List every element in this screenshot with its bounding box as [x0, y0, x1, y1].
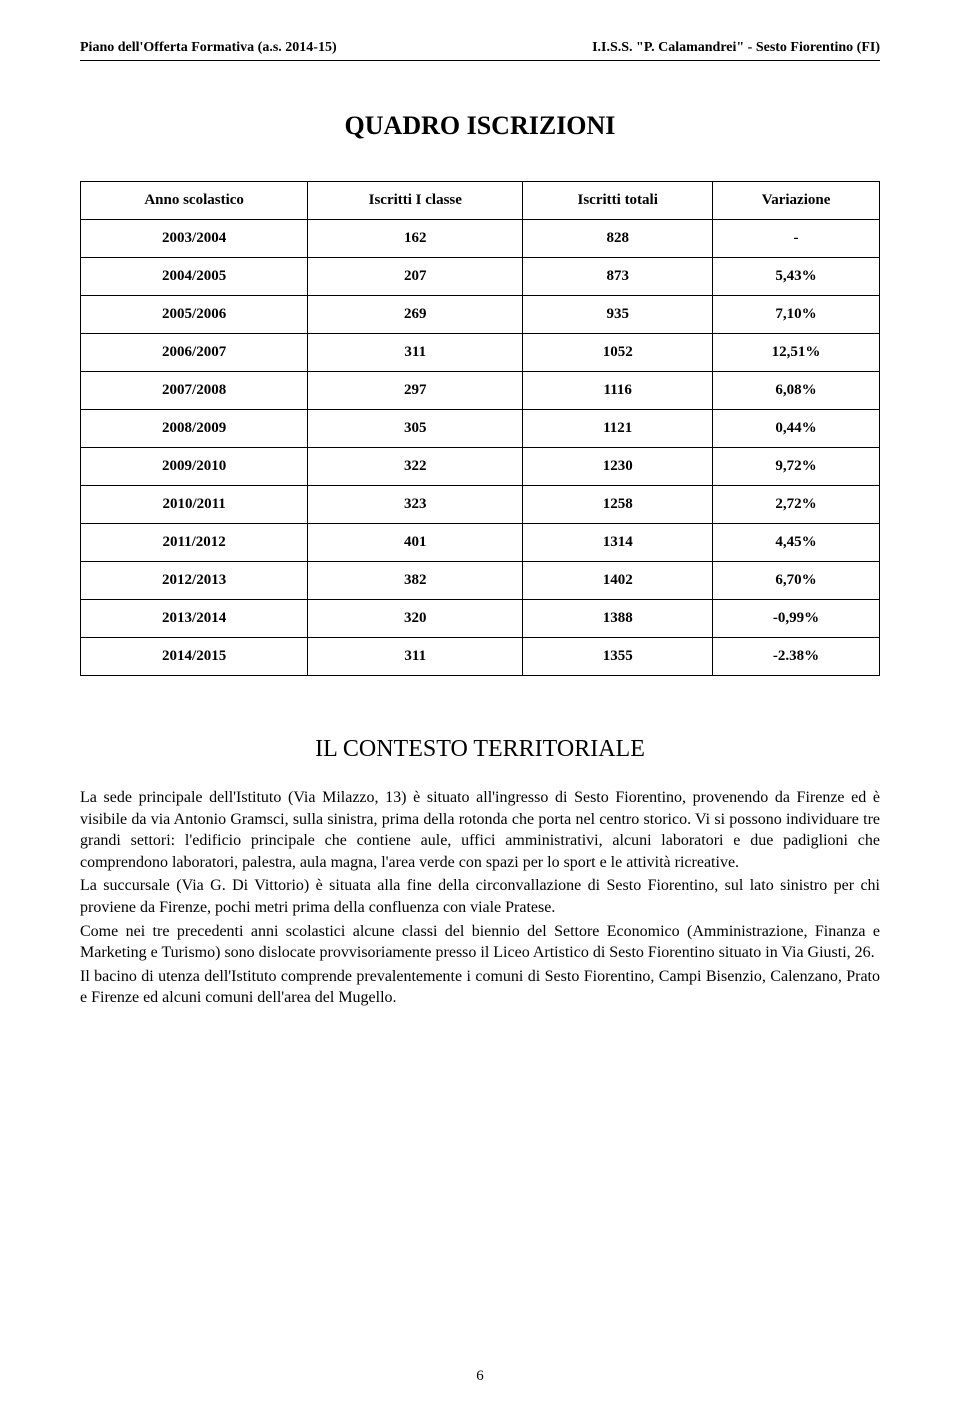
body-text: La sede principale dell'Istituto (Via Mi… [80, 787, 880, 1009]
table-row: 2007/200829711166,08% [81, 372, 880, 410]
table-cell: 828 [523, 220, 713, 258]
col-anno: Anno scolastico [81, 182, 308, 220]
table-cell: 382 [308, 562, 523, 600]
table-cell: 305 [308, 410, 523, 448]
table-cell: - [713, 220, 880, 258]
table-cell: 2008/2009 [81, 410, 308, 448]
page-number: 6 [0, 1368, 960, 1385]
section-title: IL CONTESTO TERRITORIALE [80, 736, 880, 763]
paragraph: Come nei tre precedenti anni scolastici … [80, 921, 880, 964]
table-cell: 1314 [523, 524, 713, 562]
table-cell: 2011/2012 [81, 524, 308, 562]
paragraph: Il bacino di utenza dell'Istituto compre… [80, 966, 880, 1009]
table-row: 2006/2007311105212,51% [81, 334, 880, 372]
table-cell: 6,70% [713, 562, 880, 600]
col-variazione: Variazione [713, 182, 880, 220]
paragraph: La sede principale dell'Istituto (Via Mi… [80, 787, 880, 873]
table-cell: -0,99% [713, 600, 880, 638]
table-cell: 401 [308, 524, 523, 562]
table-cell: 7,10% [713, 296, 880, 334]
page: Piano dell'Offerta Formativa (a.s. 2014-… [0, 0, 960, 1413]
table-cell: 2007/2008 [81, 372, 308, 410]
table-cell: 935 [523, 296, 713, 334]
table-cell: 2005/2006 [81, 296, 308, 334]
table-cell: 2013/2014 [81, 600, 308, 638]
header-right: I.I.S.S. "P. Calamandrei" - Sesto Fioren… [592, 40, 880, 56]
table-cell: 12,51% [713, 334, 880, 372]
table-cell: 2012/2013 [81, 562, 308, 600]
table-row: 2010/201132312582,72% [81, 486, 880, 524]
table-cell: 1052 [523, 334, 713, 372]
page-title: QUADRO ISCRIZIONI [80, 111, 880, 141]
page-header: Piano dell'Offerta Formativa (a.s. 2014-… [80, 40, 880, 61]
header-left: Piano dell'Offerta Formativa (a.s. 2014-… [80, 40, 337, 56]
table-cell: 6,08% [713, 372, 880, 410]
table-row: 2012/201338214026,70% [81, 562, 880, 600]
table-cell: 1116 [523, 372, 713, 410]
table-cell: 9,72% [713, 448, 880, 486]
table-body: 2003/2004162828-2004/20052078735,43%2005… [81, 220, 880, 676]
col-iscritti-totali: Iscritti totali [523, 182, 713, 220]
col-iscritti-classe: Iscritti I classe [308, 182, 523, 220]
table-cell: 1230 [523, 448, 713, 486]
iscrizioni-table: Anno scolastico Iscritti I classe Iscrit… [80, 181, 880, 676]
table-cell: -2.38% [713, 638, 880, 676]
table-cell: 2006/2007 [81, 334, 308, 372]
table-cell: 1258 [523, 486, 713, 524]
table-row: 2013/20143201388-0,99% [81, 600, 880, 638]
table-row: 2009/201032212309,72% [81, 448, 880, 486]
table-cell: 162 [308, 220, 523, 258]
table-cell: 5,43% [713, 258, 880, 296]
table-row: 2004/20052078735,43% [81, 258, 880, 296]
table-row: 2011/201240113144,45% [81, 524, 880, 562]
table-cell: 323 [308, 486, 523, 524]
table-cell: 320 [308, 600, 523, 638]
table-cell: 311 [308, 334, 523, 372]
table-cell: 2009/2010 [81, 448, 308, 486]
table-cell: 873 [523, 258, 713, 296]
table-cell: 1121 [523, 410, 713, 448]
table-cell: 2003/2004 [81, 220, 308, 258]
table-cell: 311 [308, 638, 523, 676]
table-cell: 2004/2005 [81, 258, 308, 296]
table-header-row: Anno scolastico Iscritti I classe Iscrit… [81, 182, 880, 220]
table-row: 2014/20153111355-2.38% [81, 638, 880, 676]
table-cell: 1355 [523, 638, 713, 676]
table-cell: 2010/2011 [81, 486, 308, 524]
table-cell: 2014/2015 [81, 638, 308, 676]
table-row: 2003/2004162828- [81, 220, 880, 258]
table-cell: 0,44% [713, 410, 880, 448]
paragraph: La succursale (Via G. Di Vittorio) è sit… [80, 875, 880, 918]
table-row: 2008/200930511210,44% [81, 410, 880, 448]
table-row: 2005/20062699357,10% [81, 296, 880, 334]
table-cell: 297 [308, 372, 523, 410]
table-cell: 207 [308, 258, 523, 296]
table-cell: 1388 [523, 600, 713, 638]
table-cell: 2,72% [713, 486, 880, 524]
table-cell: 322 [308, 448, 523, 486]
table-cell: 4,45% [713, 524, 880, 562]
table-cell: 269 [308, 296, 523, 334]
table-cell: 1402 [523, 562, 713, 600]
